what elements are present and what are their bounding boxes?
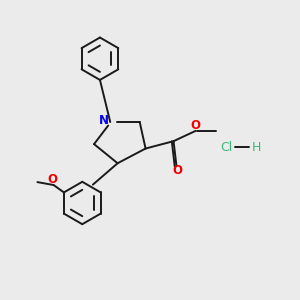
Text: N: N — [99, 114, 109, 127]
Text: O: O — [47, 173, 57, 186]
Text: O: O — [190, 119, 200, 132]
Text: O: O — [172, 164, 182, 177]
Text: Cl: Cl — [220, 141, 233, 154]
Text: H: H — [251, 141, 261, 154]
